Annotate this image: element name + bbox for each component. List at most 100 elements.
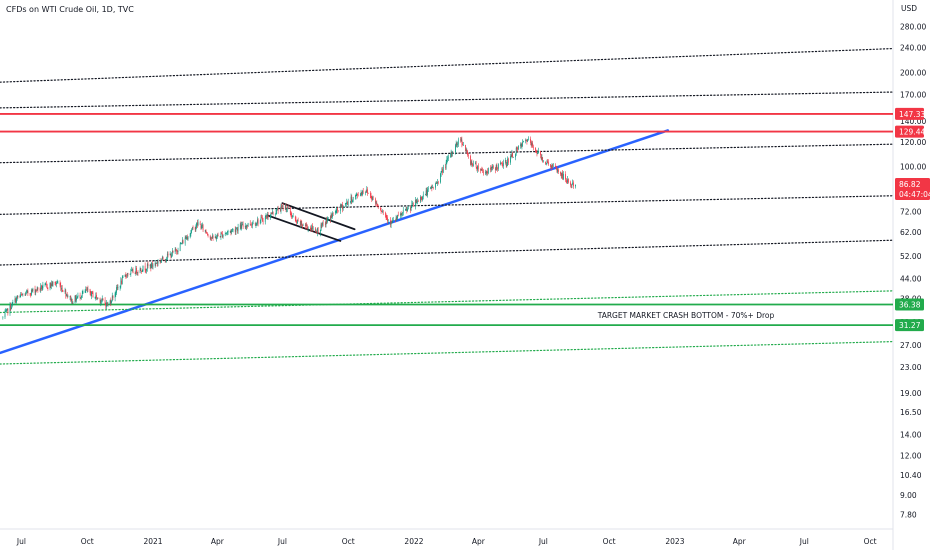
candle-body [470, 161, 472, 165]
candle-body [106, 302, 107, 307]
candle-body [422, 194, 424, 197]
candle-body [380, 207, 381, 211]
candle-body [66, 294, 67, 296]
candle-body [501, 162, 503, 165]
candle-body [22, 294, 24, 296]
candle-body [535, 147, 536, 152]
candle-body [247, 225, 248, 226]
candle-body [526, 140, 528, 142]
candle-body [467, 151, 468, 155]
candle-body [132, 269, 134, 273]
candle-body [340, 204, 342, 208]
candle-body [520, 144, 521, 146]
candle-body [535, 151, 537, 153]
candle-body [215, 236, 217, 239]
candle-body [252, 223, 253, 226]
candle-body [81, 293, 83, 297]
candle-body [390, 220, 391, 225]
candle-body [116, 287, 118, 289]
candle-body [336, 207, 338, 211]
candle-body [231, 230, 233, 233]
candle-body [512, 157, 514, 158]
candle-body [517, 148, 518, 150]
candle-body [109, 300, 111, 305]
candle-body [265, 215, 267, 217]
candle-body [325, 219, 327, 225]
candle-body [41, 285, 42, 290]
candle-body [312, 225, 313, 230]
candle-body [235, 229, 237, 232]
candle-body [482, 170, 483, 171]
candle-body [552, 164, 554, 167]
candle-body [94, 297, 96, 298]
candle-body [261, 217, 263, 219]
price-tick-label: 120.00 [900, 138, 926, 147]
candle-body [291, 215, 293, 218]
candle-body [572, 182, 574, 185]
candle-body [81, 296, 82, 298]
candle-body [244, 226, 246, 227]
candle-body [140, 268, 142, 271]
time-axis[interactable]: Jul Oct 2021 Apr Jul Oct 2022 Apr Jul Oct 2023 Apr J… [16, 537, 877, 546]
candle-body [447, 158, 448, 160]
candle-body [284, 204, 286, 210]
candle-body [36, 289, 37, 291]
candle-body [450, 151, 452, 157]
candle-body [302, 224, 303, 226]
candle-body [485, 171, 486, 174]
candle-body [309, 227, 311, 229]
candle-body [264, 216, 266, 222]
last-price-tag [895, 177, 930, 200]
trendline-9 [266, 214, 342, 242]
candle-body [355, 194, 357, 197]
candle-body [326, 219, 328, 222]
candle-body [502, 162, 504, 167]
time-tick-label: Apr [733, 537, 747, 546]
candle-body [274, 213, 276, 215]
candle-body [387, 220, 389, 222]
candle-body [174, 249, 176, 253]
candle-body [137, 272, 139, 273]
candle-body [550, 166, 552, 168]
candle-body [224, 233, 226, 235]
candle-body [415, 200, 416, 207]
candle-body [71, 298, 73, 304]
candle-body [161, 256, 163, 260]
candle-body [568, 179, 569, 183]
candle-body [229, 231, 231, 232]
candle-body [538, 150, 539, 154]
candle-body [155, 262, 157, 264]
candle-body [289, 207, 291, 214]
candle-body [471, 161, 473, 164]
candle-body [121, 277, 123, 284]
time-tick-label: 2022 [404, 537, 423, 546]
candle-body [376, 202, 378, 204]
candle-body [482, 170, 484, 174]
candle-body [541, 157, 543, 160]
price-axis[interactable]: USD280.00240.00200.00170.00140.00120.001… [900, 4, 926, 519]
candle-body [199, 222, 201, 225]
candle-body [167, 253, 169, 256]
candle-body [141, 271, 143, 272]
candle-body [195, 226, 197, 230]
candle-body [79, 295, 81, 298]
candle-body [126, 275, 127, 277]
candle-body [61, 288, 62, 290]
candle-body [287, 207, 288, 209]
candle-body [560, 171, 561, 175]
candle-body [217, 234, 218, 237]
candle-body [530, 138, 531, 143]
candle-body [491, 166, 493, 169]
candle-body [85, 289, 87, 291]
candle-body [157, 261, 159, 264]
candle-body [476, 167, 478, 170]
candle-body [492, 166, 493, 169]
candle-body [447, 156, 449, 159]
candle-body [495, 165, 497, 171]
candle-body [272, 211, 273, 215]
price-tick-label: 10.40 [900, 471, 922, 480]
candle-body [206, 232, 207, 234]
candle-body [450, 156, 451, 157]
candle-body [337, 207, 338, 211]
